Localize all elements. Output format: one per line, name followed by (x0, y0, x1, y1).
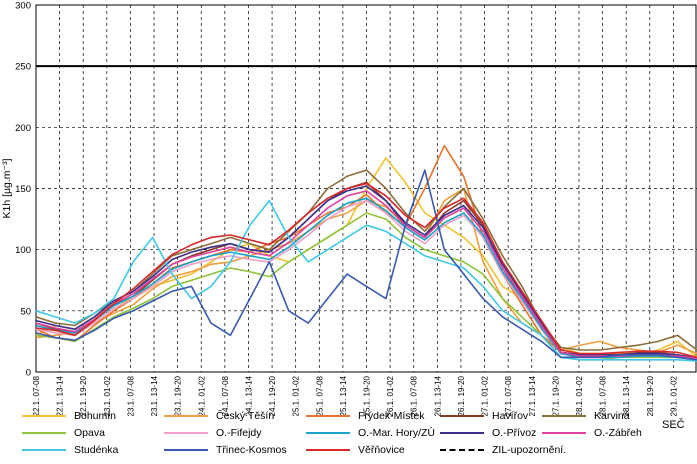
x-tick-label: 26.1. 01-02 (386, 375, 395, 416)
x-tick-label: 27.1. 13-14 (528, 375, 537, 416)
y-tick-label: 0 (26, 368, 31, 379)
x-tick-label: 23.1. 13-14 (150, 375, 159, 416)
y-tick-label: 100 (15, 245, 31, 256)
x-tick-label: 25.1. 01-02 (292, 375, 301, 416)
x-tick-label: 26.1. 13-14 (433, 375, 442, 416)
x-tick-label: 26.1. 19-20 (457, 375, 466, 416)
x-tick-label: 28.1. 13-14 (622, 375, 631, 416)
series-line-karvin- (35, 169, 697, 351)
y-axis-label: K1h [µg.m⁻³] (1, 158, 13, 218)
x-tick-label: 22.1. 07-08 (32, 375, 41, 416)
y-tick-label: 150 (15, 184, 31, 195)
x-tick-label: 24.1. 01-02 (197, 375, 206, 416)
x-tick-label: 25.1. 19-20 (363, 375, 372, 416)
x-tick-label: 27.1. 07-08 (504, 375, 513, 416)
series-line-o-p-voz (35, 185, 697, 360)
x-axis: 22.1. 07-08 22.1. 13-14 22.1. 19-20 23.1. 0… (32, 375, 678, 416)
series-line-stud-nka (35, 199, 697, 362)
time-zone-label: SEČ (662, 419, 685, 431)
y-tick-label: 300 (15, 1, 31, 12)
y-tick-label: 200 (15, 123, 31, 134)
x-tick-label: 28.1. 01-02 (575, 375, 584, 416)
x-tick-label: 25.1. 13-14 (339, 375, 348, 416)
x-tick-label: 29.1. 01-02 (669, 375, 678, 416)
x-tick-label: 22.1. 19-20 (79, 375, 88, 416)
x-tick-label: 28.1. 07-08 (599, 375, 608, 416)
series-group (35, 144, 697, 362)
x-tick-label: 23.1. 19-20 (174, 375, 183, 416)
x-tick-label: 27.1. 01-02 (481, 375, 490, 416)
y-tick-label: 50 (20, 306, 31, 317)
x-tick-label: 24.1. 13-14 (244, 375, 253, 416)
x-tick-label: 26.1. 07-08 (410, 375, 419, 416)
x-tick-label: 23.1. 07-08 (126, 375, 135, 416)
series-line-v-ovice (35, 182, 697, 359)
series-line-o-z-b-eh (35, 190, 697, 360)
x-tick-label: 27.1. 19-20 (551, 375, 560, 416)
series-line-t-inec-kosmos (35, 169, 697, 361)
y-tick-label: 250 (15, 62, 31, 73)
x-tick-label: 23.1. 01-02 (103, 375, 112, 416)
x-tick-label: 24.1. 07-08 (221, 375, 230, 416)
x-tick-label: 28.1. 19-20 (646, 375, 655, 416)
x-tick-label: 25.1. 07-08 (315, 375, 324, 416)
x-tick-label: 24.1. 19-20 (268, 375, 277, 416)
x-tick-label: 22.1. 13-14 (56, 375, 65, 416)
y-axis: 0 50 100 150 200 250 300 (15, 1, 31, 379)
